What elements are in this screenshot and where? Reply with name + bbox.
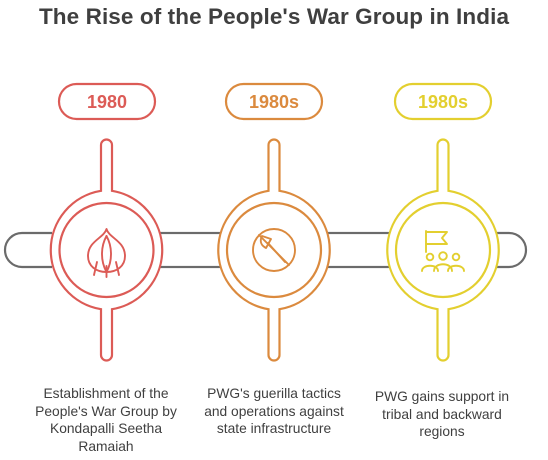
diagram-title: The Rise of the People's War Group in In… xyxy=(38,4,510,29)
axe-prohibited-icon xyxy=(252,228,296,272)
timeline-step-3: 1980s xyxy=(386,82,500,362)
inner-circle-1 xyxy=(58,201,155,299)
date-pill-1 xyxy=(57,82,157,121)
date-label-2: 1980s xyxy=(249,92,299,112)
date-label-1: 1980 xyxy=(87,92,127,112)
timeline-step-2: 1980s xyxy=(217,82,331,362)
date-pill-2 xyxy=(224,82,324,121)
date-label-3: 1980s xyxy=(418,92,468,112)
timeline-marker-3 xyxy=(386,138,500,362)
timeline-step-1: 1980 xyxy=(49,82,164,362)
inner-circle-2 xyxy=(225,201,323,299)
inner-circle-3 xyxy=(394,201,492,299)
step-1-description: Establishment of the People's War Group … xyxy=(35,386,177,454)
timeline-marker-1 xyxy=(49,138,164,362)
flag-people-icon xyxy=(421,230,465,272)
step-2-description: PWG's guerilla tactics and operations ag… xyxy=(204,386,344,436)
date-pill-3 xyxy=(393,82,493,121)
step-3-description: PWG gains support in tribal and backward… xyxy=(374,389,510,439)
garlic-icon xyxy=(87,228,126,278)
